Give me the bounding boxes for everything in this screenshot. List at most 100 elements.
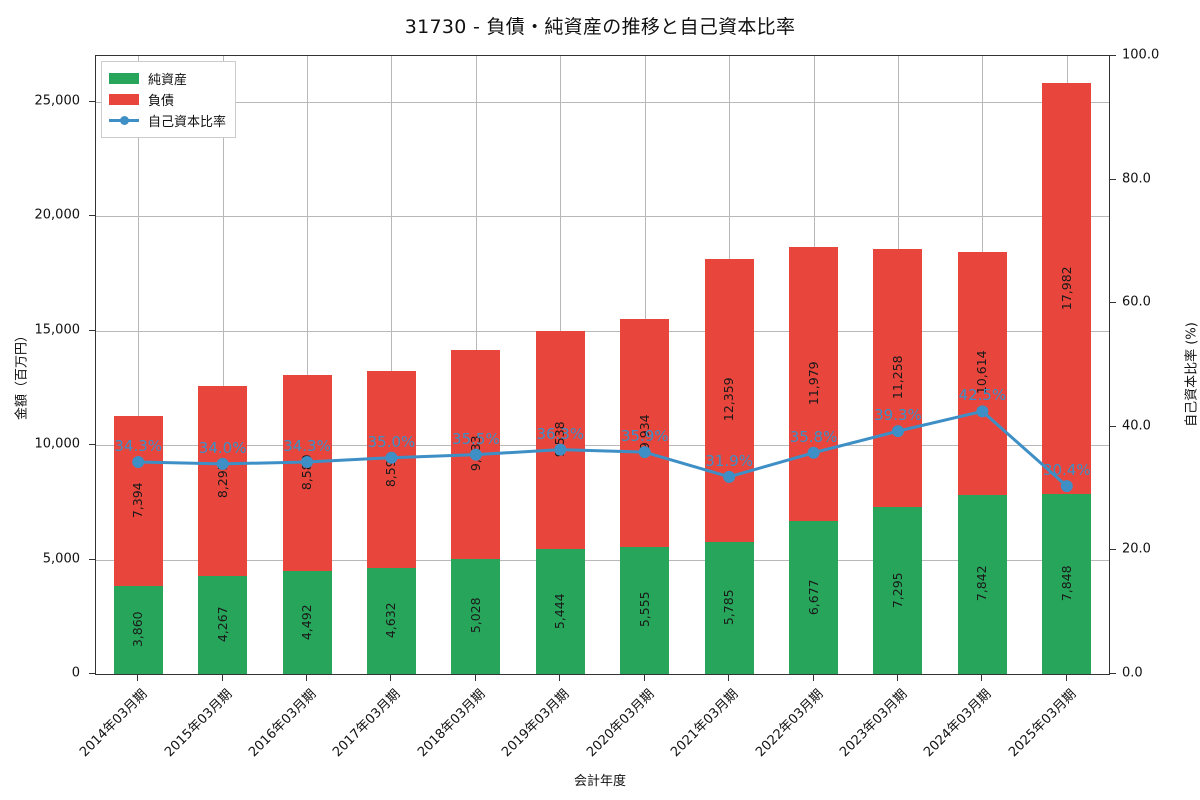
x-axis-title: 会計年度 [573, 774, 626, 789]
bar-group[interactable]: 7,295 11,258 [873, 249, 923, 674]
bar-segment-equity[interactable]: 4,492 [282, 571, 332, 674]
bar-segment-debt[interactable]: 11,979 [789, 247, 838, 522]
ratio-value-label: 34.3% [114, 437, 163, 456]
bar-segment-debt[interactable]: 9,133 [451, 349, 501, 559]
bar-group[interactable]: 7,848 17,982 [1042, 82, 1092, 674]
bar-value-label-equity: 5,555 [636, 591, 652, 628]
bar-value-label-debt: 11,979 [805, 361, 821, 406]
ratio-value-label: 34.0% [198, 438, 247, 457]
bar-segment-debt[interactable]: 17,982 [1042, 82, 1092, 495]
x-axis-tick-label: 2025年03月期 [1005, 686, 1080, 761]
bar-segment-equity[interactable]: 3,860 [113, 585, 163, 674]
x-axis-tick-mark [896, 675, 898, 681]
ratio-value-label: 42.5% [958, 386, 1007, 405]
bar-value-label-debt: 17,982 [1058, 265, 1074, 310]
bar-group[interactable]: 7,842 10,614 [957, 251, 1007, 674]
gridline-horizontal [96, 101, 1109, 103]
ratio-value-label: 31.9% [705, 451, 753, 470]
ratio-value-label: 34.3% [283, 437, 331, 456]
bar-segment-equity[interactable]: 7,295 [873, 507, 923, 674]
bar-group[interactable]: 4,492 8,580 [282, 374, 332, 674]
y-axis-left-tick-mark [89, 329, 95, 331]
bar-value-label-debt: 8,591 [383, 451, 399, 487]
y-axis-left-tick-mark [89, 558, 95, 560]
y-axis-left-tick-label: 5,000 [42, 551, 80, 567]
x-axis-tick-label: 2019年03月期 [499, 686, 573, 761]
bar-value-label-equity: 7,848 [1058, 565, 1074, 602]
bar-group[interactable]: 4,267 8,295 [198, 386, 248, 674]
x-axis-tick-label: 2018年03月期 [415, 686, 489, 761]
gridline-vertical [307, 56, 309, 674]
x-axis-tick-mark [221, 675, 223, 681]
ratio-value-label: 36.3% [536, 424, 585, 443]
bar-segment-equity[interactable]: 5,785 [704, 541, 754, 674]
gridline-horizontal [96, 559, 1109, 561]
bar-segment-debt[interactable]: 12,359 [704, 258, 754, 542]
bar-value-label-equity: 7,842 [974, 565, 990, 602]
y-axis-right-tick-mark [1110, 55, 1116, 56]
bar-segment-equity[interactable]: 5,555 [620, 546, 670, 674]
bar-segment-equity[interactable]: 4,632 [366, 567, 416, 674]
bar-segment-equity[interactable]: 7,848 [1042, 494, 1092, 674]
bar-value-label-equity: 4,267 [214, 606, 230, 643]
y-axis-right-tick-mark [1110, 425, 1116, 427]
y-axis-right-tick-mark [1110, 549, 1116, 551]
bar-value-label-equity: 4,632 [383, 602, 399, 639]
y-axis-right-tick-label: 60.0 [1122, 294, 1151, 310]
bar-group[interactable]: 5,028 9,133 [451, 349, 501, 674]
gridline-vertical [222, 56, 224, 674]
x-axis-tick-label: 2014年03月期 [77, 686, 151, 761]
bar-value-label-debt: 8,580 [298, 454, 314, 491]
bar-segment-equity[interactable]: 5,444 [535, 549, 585, 674]
plot-area: 3,860 7,394 4,267 8,295 4,492 8,580 4,632 8,591… [95, 55, 1110, 675]
ratio-value-label: 30.4% [1042, 461, 1091, 480]
bar-value-label-equity: 5,785 [720, 589, 736, 625]
y-axis-right-tick-label: 40.0 [1122, 418, 1151, 434]
bar-group[interactable]: 5,555 9,934 [620, 319, 670, 674]
x-axis-tick-label: 2015年03月期 [161, 686, 236, 761]
bar-group[interactable]: 4,632 8,591 [366, 371, 416, 674]
bar-group[interactable]: 3,860 7,394 [113, 416, 163, 674]
ratio-value-label: 35.0% [367, 432, 416, 451]
y-axis-right-tick-mark [1110, 673, 1116, 674]
bar-segment-equity[interactable]: 4,267 [198, 576, 248, 674]
legend-item-ratio: 自己資本比率 [109, 110, 226, 131]
bar-segment-equity[interactable]: 5,028 [451, 558, 501, 674]
chart-legend: 純資産 負債 自己資本比率 [101, 61, 237, 138]
bar-value-label-equity: 4,492 [298, 603, 314, 640]
gridline-horizontal [96, 216, 1109, 218]
y-axis-right-tick-label: 100.0 [1122, 47, 1160, 63]
ratio-value-label: 39.3% [874, 406, 922, 425]
bar-segment-equity[interactable]: 7,842 [957, 494, 1007, 674]
bar-group[interactable]: 6,677 11,979 [789, 247, 838, 674]
x-axis-tick-mark [306, 675, 308, 681]
y-axis-left-tick-label: 15,000 [34, 322, 81, 338]
y-axis-left-tick-label: 0 [71, 665, 80, 681]
legend-label-debt: 負債 [148, 94, 175, 109]
gridline-vertical [138, 56, 140, 674]
bar-group[interactable]: 5,444 9,538 [535, 331, 585, 674]
bar-value-label-equity: 3,860 [129, 611, 145, 647]
bar-segment-equity[interactable]: 6,677 [789, 521, 838, 674]
ratio-value-label: 35.9% [620, 427, 669, 446]
legend-label-equity: 純資産 [148, 73, 188, 88]
y-axis-right-title: 自己資本比率 (%) [1184, 322, 1200, 427]
ratio-value-label: 35.8% [789, 427, 838, 446]
y-axis-left-tick-mark [89, 215, 95, 217]
bar-segment-debt[interactable]: 8,580 [282, 374, 332, 572]
bar-group[interactable]: 5,785 12,359 [704, 258, 754, 674]
legend-swatch-debt [109, 94, 139, 105]
legend-swatch-equity [109, 73, 139, 84]
x-axis-tick-mark [728, 675, 730, 681]
legend-line-marker-icon [109, 115, 139, 126]
chart-title: 31730 - 負債・純資産の推移と自己資本比率 [404, 16, 796, 38]
x-axis-tick-label: 2016年03月期 [246, 686, 320, 761]
y-axis-left-tick-label: 20,000 [34, 207, 81, 223]
bar-segment-debt[interactable]: 8,295 [198, 386, 248, 577]
bar-value-label-debt: 12,359 [720, 377, 736, 422]
bar-segment-debt[interactable]: 11,258 [873, 249, 923, 508]
bar-segment-debt[interactable]: 8,591 [366, 371, 416, 568]
bar-value-label-equity: 5,444 [552, 593, 568, 629]
bar-segment-debt[interactable]: 10,614 [957, 251, 1007, 495]
